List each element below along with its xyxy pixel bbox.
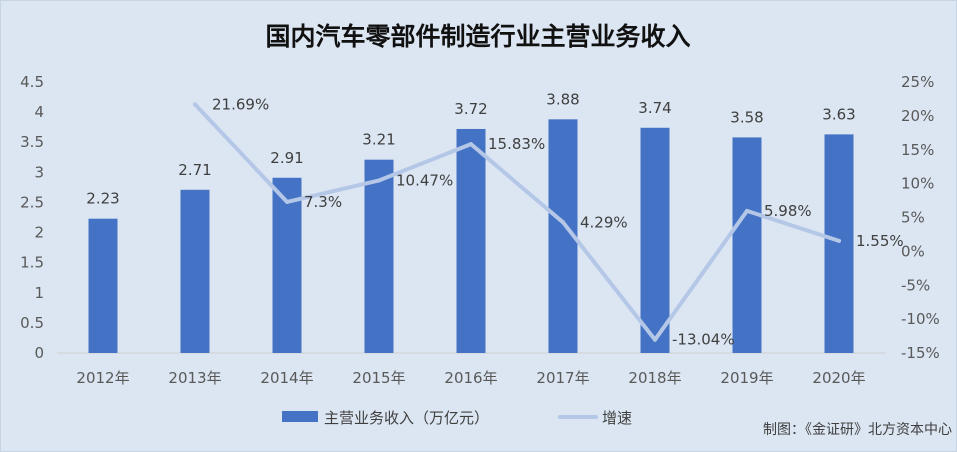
- line-value-label: 4.29%: [580, 213, 628, 231]
- bar-value-label: 3.21: [362, 131, 395, 149]
- left-tick-label: 4: [34, 103, 44, 121]
- bar: [640, 127, 670, 353]
- line-value-label: -13.04%: [672, 331, 735, 349]
- x-tick-label: 2016年: [444, 369, 497, 387]
- right-tick-label: 15%: [901, 141, 934, 159]
- left-tick-label: 3: [34, 163, 44, 181]
- line-value-label: 21.69%: [212, 95, 269, 113]
- right-tick-label: -10%: [901, 310, 940, 328]
- x-tick-label: 2013年: [168, 369, 221, 387]
- x-tick-label: 2012年: [76, 369, 129, 387]
- legend-bar-label: 主营业务收入（万亿元）: [324, 409, 489, 427]
- line-value-label: 7.3%: [304, 193, 342, 211]
- x-tick-label: 2015年: [352, 369, 405, 387]
- left-tick-label: 1.5: [20, 254, 44, 272]
- legend-bar-swatch: [282, 411, 318, 422]
- line-series: [193, 102, 841, 342]
- chart-title: 国内汽车零部件制造行业主营业务收入: [265, 22, 690, 51]
- line-point: [837, 238, 841, 243]
- right-tick-label: 0%: [901, 242, 925, 260]
- line-value-label: 10.47%: [396, 171, 453, 189]
- left-tick-label: 0.5: [20, 314, 44, 332]
- legend-line-label: 增速: [602, 409, 632, 427]
- credit-text: 制图：《金证研》北方资本中心: [763, 422, 952, 438]
- bar-value-label: 3.74: [638, 99, 671, 117]
- bar-value-label: 2.23: [86, 190, 119, 208]
- x-tick-label: 2018年: [628, 369, 681, 387]
- x-axis: 2012年 2013年 2014年 2015年 2016年 2017年 2018年 2019年…: [57, 352, 885, 387]
- bar-value-label: 3.63: [822, 105, 855, 123]
- left-tick-label: 0: [34, 344, 44, 362]
- line-point: [285, 199, 289, 204]
- bar-value-label: 2.71: [178, 161, 211, 179]
- line-point: [193, 102, 197, 107]
- bar: [824, 134, 854, 353]
- left-tick-label: 2.5: [20, 193, 44, 211]
- line-value-label: 5.98%: [764, 202, 812, 220]
- x-tick-label: 2019年: [720, 369, 773, 387]
- x-tick-label: 2017年: [536, 369, 589, 387]
- x-tick-label: 2020年: [812, 369, 865, 387]
- right-tick-label: 5%: [901, 209, 925, 227]
- bar: [364, 159, 394, 353]
- line-data-labels: 21.69% 7.3% 10.47% 15.83% 4.29% -13.04% 5.98% 1…: [212, 95, 904, 348]
- bar-value-label: 3.72: [454, 100, 487, 118]
- bar-value-label: 2.91: [270, 149, 303, 167]
- x-tick-label: 2014年: [260, 369, 313, 387]
- line-point: [561, 220, 565, 225]
- left-tick-label: 2: [34, 224, 44, 242]
- left-y-axis: 0 0.5 1 1.5 2 2.5 3 3.5 4 4.5: [20, 73, 44, 362]
- bar-value-label: 3.58: [730, 108, 763, 126]
- right-tick-label: 25%: [901, 73, 934, 91]
- left-tick-label: 1: [34, 284, 44, 302]
- bar: [88, 218, 118, 353]
- bar-value-label: 3.88: [546, 90, 579, 108]
- line-point: [469, 142, 473, 147]
- right-tick-label: -15%: [901, 344, 940, 362]
- right-y-axis: -15% -10% -5% 0% 5% 10% 15% 20% 25%: [901, 73, 940, 362]
- line-value-label: 15.83%: [488, 135, 545, 153]
- bar: [456, 128, 486, 353]
- right-tick-label: 10%: [901, 175, 934, 193]
- left-tick-label: 3.5: [20, 133, 44, 151]
- right-tick-label: -5%: [901, 276, 930, 294]
- bar: [180, 189, 210, 353]
- bar-series: [88, 119, 854, 354]
- line-value-label: 1.55%: [856, 232, 904, 250]
- left-tick-label: 4.5: [20, 73, 44, 91]
- line-point: [745, 208, 749, 213]
- bar: [732, 137, 762, 353]
- legend: 主营业务收入（万亿元） 增速: [282, 409, 632, 427]
- bar-data-labels: 2.23 2.71 2.91 3.21 3.72 3.88 3.74 3.58 3.63: [86, 90, 855, 207]
- growth-line: [193, 102, 841, 342]
- bar: [272, 177, 302, 353]
- right-tick-label: 20%: [901, 107, 934, 125]
- line-point: [653, 337, 657, 342]
- line-point: [377, 178, 381, 183]
